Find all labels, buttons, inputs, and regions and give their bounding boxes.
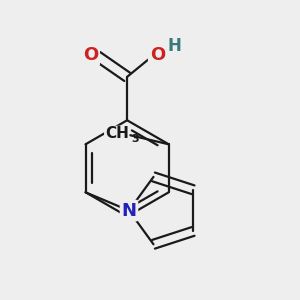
Text: O: O xyxy=(150,46,165,64)
Text: O: O xyxy=(83,46,98,64)
Text: N: N xyxy=(122,202,136,220)
Text: CH: CH xyxy=(105,127,129,142)
Text: H: H xyxy=(167,37,181,55)
Text: 3: 3 xyxy=(132,134,140,144)
